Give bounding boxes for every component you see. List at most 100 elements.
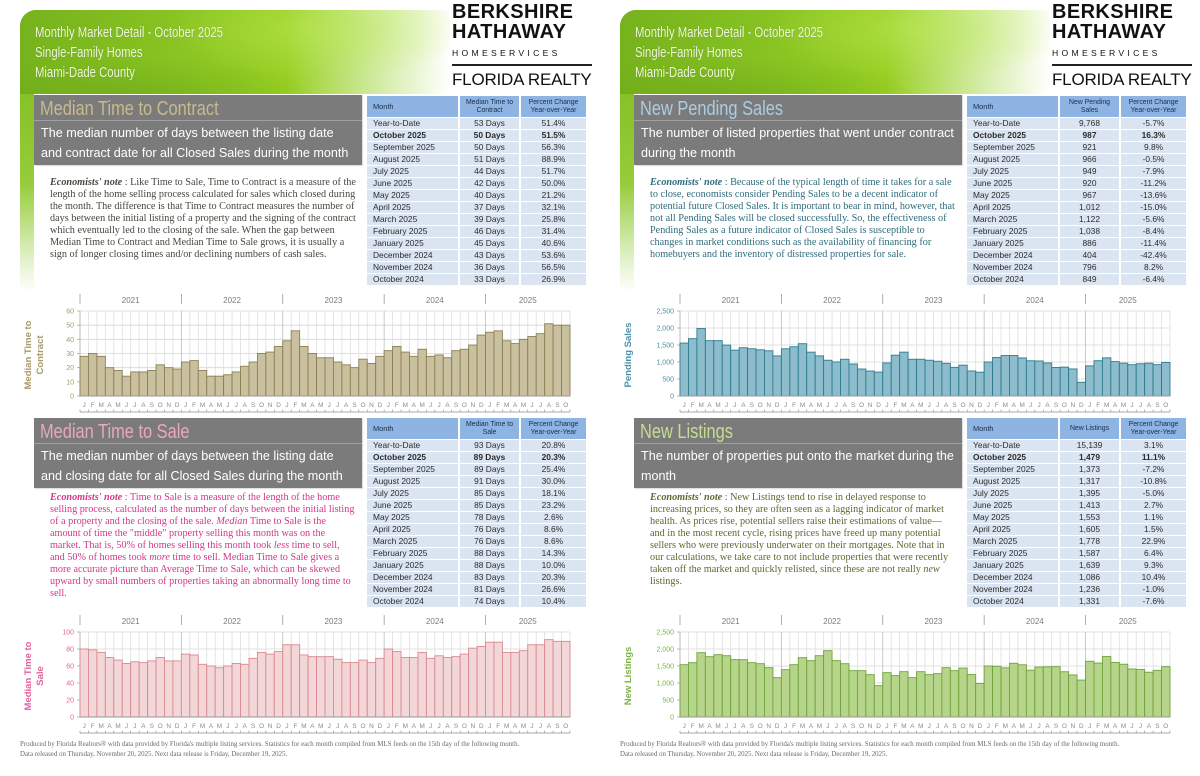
bar: [890, 354, 901, 397]
table-row: February 2025 1,038 -8.4%: [967, 226, 1186, 237]
bar: [1135, 363, 1146, 397]
table-cell-percent-change: -7.6%: [1121, 596, 1186, 607]
bar: [1110, 361, 1120, 397]
x-tick-label: J: [125, 402, 128, 409]
table-cell-month: September 2025: [967, 142, 1058, 153]
table-cell-month: December 2024: [367, 572, 458, 583]
y-axis-title: Median Time to Contract: [23, 320, 46, 389]
bar: [721, 344, 732, 397]
bar: [780, 348, 791, 397]
bar: [1144, 362, 1154, 397]
table-row: March 2025 39 Days 25.8%: [367, 214, 586, 225]
table-cell-month: October 2024: [967, 274, 1058, 285]
table-cell-month: August 2025: [967, 476, 1058, 487]
table-cell-percent-change: 8.6%: [521, 524, 586, 535]
y-tick-label: 30: [66, 351, 74, 358]
table-row: December 2024 1,086 10.4%: [967, 572, 1186, 583]
bar: [544, 323, 554, 397]
x-tick-label: J: [328, 723, 331, 730]
note-emphasis: Median: [216, 516, 248, 527]
x-tick-label: O: [758, 723, 763, 730]
section-title: New Pending Sales: [634, 95, 962, 121]
y-tick-label: 2,500: [656, 630, 674, 637]
bar: [223, 374, 233, 397]
note-lead: Economists' note: [650, 177, 723, 188]
x-tick-label: J: [83, 402, 86, 409]
bar: [865, 370, 875, 397]
bar: [442, 357, 453, 397]
table-cell-value: 849: [1060, 274, 1119, 285]
x-tick-label: J: [1088, 723, 1091, 730]
table-row: May 2025 967 -13.6%: [967, 190, 1186, 201]
x-tick-label: D: [775, 723, 780, 730]
table-cell-month: October 2024: [367, 274, 458, 285]
bar: [535, 644, 546, 718]
bar: [130, 661, 140, 718]
x-tick-label: D: [175, 402, 180, 409]
table-row: April 2025 76 Days 8.6%: [367, 524, 586, 535]
x-tick-label: J: [835, 723, 838, 730]
x-tick-label: A: [910, 402, 915, 409]
x-tick-label: S: [555, 402, 559, 409]
bar: [79, 648, 89, 718]
bar: [1059, 366, 1070, 397]
bar: [789, 346, 799, 397]
bar: [1085, 365, 1095, 397]
x-tick-label: J: [885, 723, 888, 730]
bar: [256, 651, 267, 718]
note-emphasis: more: [149, 552, 170, 563]
x-tick-label: A: [707, 723, 712, 730]
bar: [958, 667, 968, 718]
table-cell-month: December 2024: [967, 250, 1058, 261]
table-cell-value: 404: [1060, 250, 1119, 261]
x-tick-label: A: [809, 723, 814, 730]
bar: [713, 654, 723, 718]
table-cell-month: December 2024: [967, 572, 1058, 583]
table-cell-value: 88 Days: [460, 548, 519, 559]
x-tick-label: M: [1121, 402, 1126, 409]
table-header-row: Month Median Time to Sale Percent Change Y…: [367, 418, 586, 439]
bar: [240, 365, 250, 397]
bar: [442, 657, 453, 718]
x-tick-label: A: [1113, 723, 1118, 730]
x-tick-label: F: [893, 723, 897, 730]
x-tick-label: J: [133, 723, 136, 730]
x-tick-label: J: [1037, 723, 1040, 730]
table-row: April 2025 37 Days 32.1%: [367, 202, 586, 213]
table-cell-value: 1,373: [1060, 464, 1119, 475]
x-tick-label: S: [1054, 723, 1058, 730]
table-cell-month: November 2024: [367, 584, 458, 595]
x-tick-label: J: [1029, 723, 1032, 730]
table-row: September 2025 921 9.8%: [967, 142, 1186, 153]
bar: [1042, 666, 1053, 718]
x-tick-label: M: [1003, 723, 1008, 730]
table-cell-value: 42 Days: [460, 178, 519, 189]
bar: [1135, 669, 1146, 718]
bar: [417, 348, 427, 397]
report-page-right: Monthly Market Detail - October 2025 Sin…: [600, 0, 1200, 776]
table-cell-value: 949: [1060, 166, 1119, 177]
x-tick-label: J: [987, 402, 990, 409]
year-label: 2025: [519, 617, 537, 626]
x-tick-label: A: [513, 402, 518, 409]
bar: [848, 670, 858, 718]
section-subtitle: The number of properties put onto the ma…: [641, 449, 954, 483]
x-tick-label: S: [352, 723, 356, 730]
bar: [273, 345, 284, 397]
bar: [459, 348, 470, 397]
bar: [349, 662, 360, 718]
county-name: Miami-Dade County: [635, 65, 735, 81]
x-tick-label: M: [318, 723, 323, 730]
x-tick-label: D: [276, 723, 281, 730]
bar: [307, 656, 318, 718]
logo-line-3: HOMESERVICES: [452, 48, 561, 58]
table-row: December 2024 83 Days 20.3%: [367, 572, 586, 583]
bar: [172, 368, 182, 397]
property-type: Single-Family Homes: [635, 45, 743, 61]
x-tick-label: J: [328, 402, 331, 409]
table-cell-value: 50 Days: [460, 142, 519, 153]
bar: [206, 665, 216, 718]
header-banner: [20, 10, 450, 94]
title-box-pending: New Pending Sales The number of listed p…: [634, 95, 962, 165]
table-cell-percent-change: 10.4%: [1121, 572, 1186, 583]
